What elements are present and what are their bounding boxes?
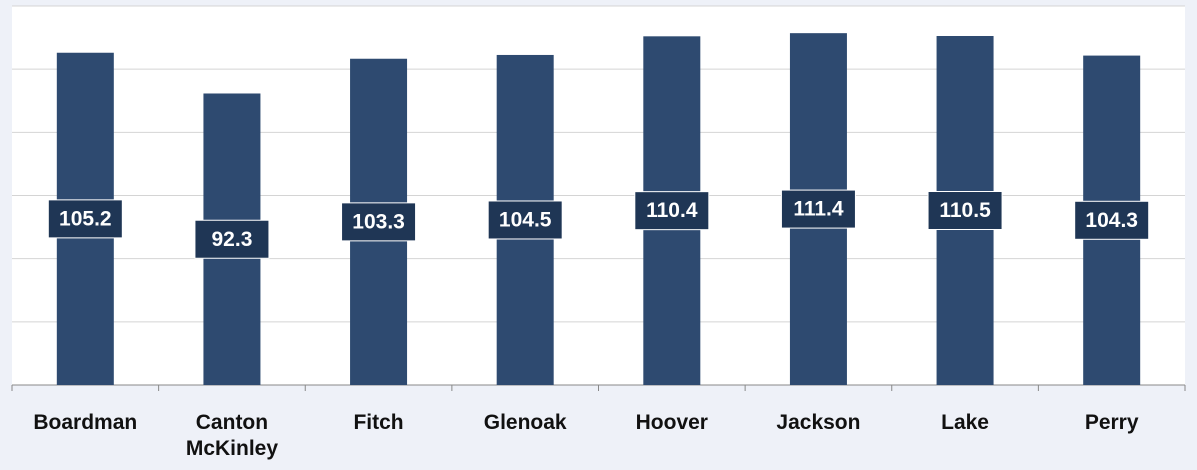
x-tick-label: Perry bbox=[1084, 411, 1139, 434]
data-label-box bbox=[487, 200, 563, 240]
data-label: 110.4 bbox=[646, 199, 698, 222]
data-label-box bbox=[780, 189, 856, 229]
x-tick-label: Lake bbox=[941, 411, 989, 434]
data-label-box bbox=[341, 202, 417, 242]
x-tick-label: Boardman bbox=[33, 411, 138, 434]
data-label-box bbox=[194, 219, 270, 259]
data-label: 104.5 bbox=[499, 209, 552, 232]
x-tick-label: Hoover bbox=[635, 411, 708, 434]
data-label: 103.3 bbox=[352, 210, 405, 233]
data-label-box bbox=[1074, 200, 1150, 240]
data-label: 111.4 bbox=[793, 198, 844, 221]
data-label: 110.5 bbox=[939, 199, 991, 222]
data-label: 105.2 bbox=[59, 207, 112, 230]
x-tick-label: Fitch bbox=[353, 411, 404, 434]
data-label-box bbox=[634, 191, 710, 231]
x-tick-label: Jackson bbox=[776, 411, 861, 434]
data-label-box bbox=[927, 191, 1003, 231]
data-label-box bbox=[47, 199, 123, 239]
x-tick-label: Glenoak bbox=[483, 411, 567, 434]
data-label: 92.3 bbox=[212, 228, 253, 251]
x-tick-label: Canton McKinley bbox=[185, 411, 279, 460]
data-label: 104.3 bbox=[1085, 209, 1138, 232]
